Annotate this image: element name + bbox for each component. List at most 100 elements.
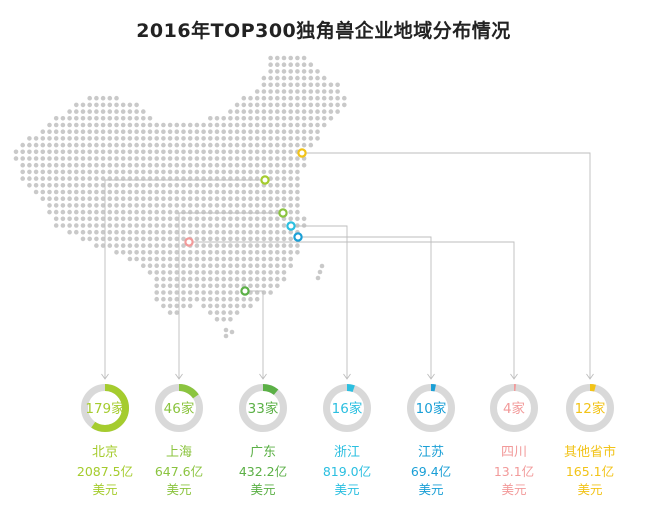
map-dot [181,162,186,168]
map-dot [107,136,113,141]
region-value-label: 647.6亿 [154,464,204,479]
map-dot [181,296,186,302]
connector-arrow [427,373,435,380]
map-dot [20,156,26,161]
map-dot [248,136,253,141]
map-dot [254,196,260,201]
map-dot [328,82,334,88]
map-dot [187,290,193,295]
map-dot [47,122,52,128]
map-dot [134,216,139,222]
map-dot [214,236,220,242]
map-dot [114,102,119,108]
map-dot [134,243,139,248]
map-dot [87,149,92,155]
map-dot [80,136,86,141]
map-dot [134,196,139,201]
map-dot [214,317,220,322]
map-dot [234,209,240,215]
map-dot [254,162,260,168]
map-dot [147,223,153,228]
map-dot [127,209,133,215]
map-dot [295,209,300,215]
map-dot [107,149,113,155]
map-dot [288,136,294,141]
map-dot [261,75,267,81]
map-dot [147,229,153,235]
map-dot [335,102,340,108]
map-dot [201,216,206,222]
map-dot [295,75,300,81]
map-dot [275,62,280,67]
map-dot [187,263,193,269]
map-dot [241,196,247,201]
map-dot [141,250,146,255]
map-dot [254,216,260,222]
map-dot [181,276,186,282]
map-dot [321,102,327,108]
map-dot [40,129,46,134]
map-dot [194,149,200,155]
map-dot [187,162,193,168]
map-dot [60,176,66,181]
map-dot [275,162,280,168]
city-marker [240,286,250,296]
map-dot [87,122,92,128]
map-dot [174,149,180,155]
map-dot [295,169,300,175]
donut-count-label: 33家 [248,400,279,417]
map-dot [127,142,133,148]
connector-arrow [259,373,267,380]
map-dot [127,102,133,108]
map-dot [114,109,119,114]
region-name-label: 江苏 [417,445,444,460]
city-markers [184,148,307,296]
map-dot [187,142,193,148]
map-dot [275,129,280,134]
map-dot [288,69,294,74]
map-dot [201,296,206,302]
map-dot [208,263,213,269]
map-dot [201,229,206,235]
map-dot [214,162,220,168]
donut-fill [490,384,538,432]
map-dot [181,209,186,215]
map-dot [107,162,113,168]
map-dot [167,122,173,128]
map-dot [254,256,260,262]
map-dot [181,283,186,289]
map-dot [187,169,193,175]
map-dot [308,102,314,108]
map-dot [275,142,280,148]
map-dot [134,189,139,195]
map-dot [87,216,92,222]
map-dot [241,189,247,195]
map-dot [114,142,119,148]
map-dot [295,250,300,255]
map-dot [141,236,146,242]
map-dot [120,102,126,108]
map-dot [241,303,247,309]
map-dot [234,303,240,309]
map-dot [221,149,226,155]
map-dot [33,169,39,175]
map-dot [114,156,119,161]
map-dot [141,169,146,175]
map-dot [281,203,287,208]
map-dot [100,149,106,155]
map-dot [181,243,186,248]
map-dot [261,283,267,289]
map-dot [228,236,233,242]
region-unit-label: 美元 [92,482,118,497]
map-dot [234,216,240,222]
map-dot [275,102,280,108]
map-dot [67,162,72,168]
map-dot [100,122,106,128]
map-dot [67,149,72,155]
map-dot [74,189,79,195]
map-dot [221,162,226,168]
map-dot [187,270,193,275]
map-dot [268,250,273,255]
map-dot [295,142,300,148]
map-dot [201,236,206,242]
